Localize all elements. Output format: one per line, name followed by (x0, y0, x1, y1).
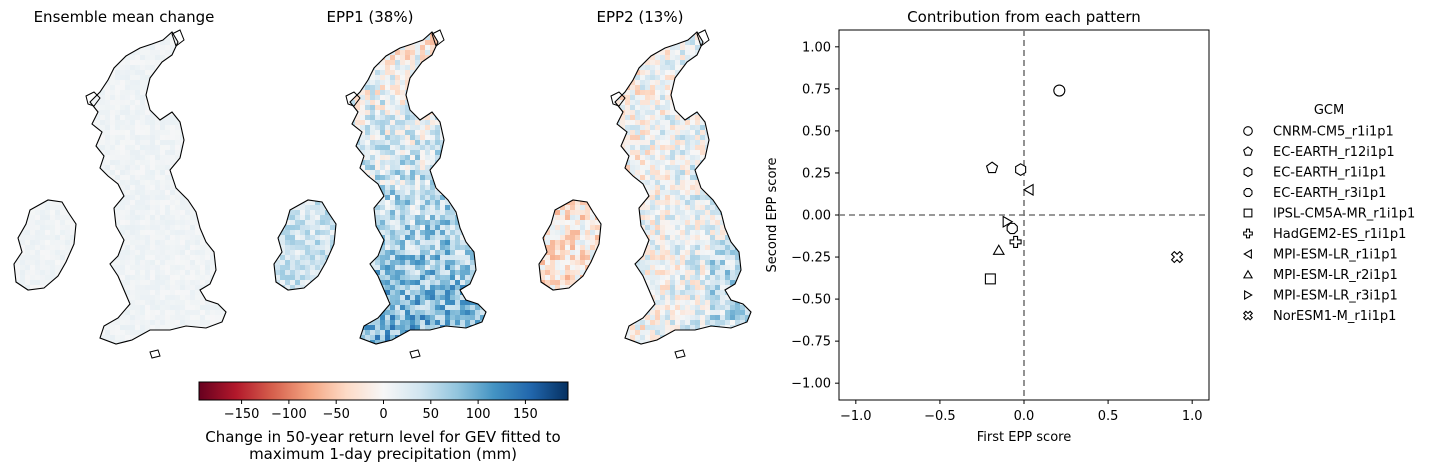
y-tick-label: −0.25 (791, 251, 831, 266)
colorbar-bar (198, 381, 569, 401)
colorbar-tick-label: 50 (423, 407, 440, 422)
map-title-ensemble-mean: Ensemble mean change (33, 8, 215, 26)
ensemble-mean-map (13, 29, 227, 359)
great-britain-outline (614, 31, 752, 345)
colorbar-label: Change in 50-year return level for GEV f… (163, 429, 603, 463)
map-title-epp1: EPP1 (38%) (326, 8, 414, 26)
data-point-ec-earth-r3i1p1 (1006, 222, 1018, 235)
legend-marker (1243, 166, 1253, 178)
legend-label: MPI-ESM-LR_r1i1p1 (1273, 248, 1398, 263)
colorbar: −150 −100 −50 0 50 100 150 (198, 381, 569, 422)
y-tick-label: 0.50 (802, 124, 831, 139)
y-tick-label: 0.25 (802, 166, 831, 181)
island-outline (345, 91, 361, 107)
colorbar-tick-label: 0 (379, 407, 387, 422)
island-outline (696, 29, 710, 47)
colorbar-tick-label: −150 (224, 407, 260, 422)
x-tick-label: 0.0 (1014, 409, 1035, 424)
y-axis-label: Second EPP score (765, 158, 780, 273)
legend-label: CNRM-CM5_r1i1p1 (1273, 125, 1394, 140)
chart-title: Contribution from each pattern (907, 8, 1141, 26)
data-point-cnrm-cm5-r1i1p1 (1053, 84, 1066, 97)
island-outline (171, 29, 185, 47)
data-point-mpi-esm-lr-r2i1p1 (992, 244, 1005, 255)
island-outline (674, 349, 686, 359)
legend-marker (1243, 208, 1253, 218)
island-outline (149, 349, 161, 359)
data-point-ec-earth-r12i1p1 (985, 161, 999, 174)
scatter-chart: Contribution from each pattern −1.0 −0.5 0… (765, 8, 1415, 445)
map-field (539, 32, 751, 344)
legend-marker (1244, 289, 1253, 301)
data-point-mpi-esm-lr-r1i1p1 (1022, 183, 1034, 196)
legend-label: EC-EARTH_r12i1p1 (1273, 145, 1395, 160)
y-tick-label: 0.75 (802, 82, 831, 97)
colorbar-tick-label: −100 (271, 407, 307, 422)
legend-label: EC-EARTH_r3i1p1 (1273, 186, 1386, 201)
x-axis-label: First EPP score (977, 430, 1071, 445)
island-outline (431, 29, 445, 47)
map-field (14, 32, 226, 344)
island-outline (409, 349, 421, 359)
x-tick-label: 0.5 (1098, 409, 1119, 424)
y-tick-label: −1.00 (791, 377, 831, 392)
legend-marker (1242, 269, 1254, 279)
island-outline (610, 91, 626, 107)
epp2-map (538, 29, 752, 359)
colorbar-tick-label: −50 (322, 407, 349, 422)
data-point-mpi-esm-lr-r3i1p1 (1002, 215, 1014, 228)
legend-label: MPI-ESM-LR_r2i1p1 (1273, 268, 1398, 283)
legend-label: EC-EARTH_r1i1p1 (1273, 166, 1386, 181)
legend: CNRM-CM5_r1i1p1 EC-EARTH_r12i1p1 EC-EARTH_… (1242, 125, 1415, 324)
y-tick-label: −0.50 (791, 293, 831, 308)
legend-marker (1243, 187, 1253, 198)
map-field (274, 32, 486, 344)
ireland-outline (273, 199, 337, 291)
map-panels (13, 29, 752, 359)
y-tick-label: −0.75 (791, 335, 831, 350)
great-britain-outline (349, 31, 487, 345)
colorbar-tick-label: 100 (466, 407, 491, 422)
x-tick-label: −0.5 (924, 409, 956, 424)
colorbar-label-line1: Change in 50-year return level for GEV f… (205, 428, 561, 446)
great-britain-outline (89, 31, 227, 345)
colorbar-tick-label: 150 (513, 407, 538, 422)
legend-marker (1243, 126, 1253, 136)
legend-label: HadGEM2-ES_r1i1p1 (1273, 227, 1406, 242)
data-point-ipsl-cm5a-mr-r1i1p1 (984, 273, 996, 285)
legend-label: IPSL-CM5A-MR_r1i1p1 (1273, 207, 1415, 222)
data-point-ec-earth-r1i1p1 (1015, 163, 1027, 177)
legend-label: NorESM1-M_r1i1p1 (1273, 309, 1396, 324)
legend-marker (1243, 248, 1252, 260)
ireland-outline (13, 199, 77, 291)
y-tick-label: 0.00 (802, 209, 831, 224)
colorbar-label-line2: maximum 1-day precipitation (mm) (249, 445, 517, 463)
legend-label: MPI-ESM-LR_r3i1p1 (1273, 289, 1398, 304)
y-tick-label: 1.00 (802, 40, 831, 55)
island-outline (85, 91, 101, 107)
ireland-outline (538, 199, 602, 291)
legend-title: GCM (1314, 103, 1344, 118)
legend-marker (1243, 228, 1253, 239)
legend-marker (1243, 146, 1253, 156)
x-tick-label: −1.0 (840, 409, 872, 424)
data-point-noresm1-m-r1i1p1 (1170, 250, 1184, 264)
x-tick-label: 1.0 (1182, 409, 1203, 424)
epp1-map (273, 29, 487, 359)
data-point-hadgem2-es-r1i1p1 (1009, 235, 1022, 248)
legend-marker (1242, 310, 1254, 321)
map-title-epp2: EPP2 (13%) (596, 8, 684, 26)
